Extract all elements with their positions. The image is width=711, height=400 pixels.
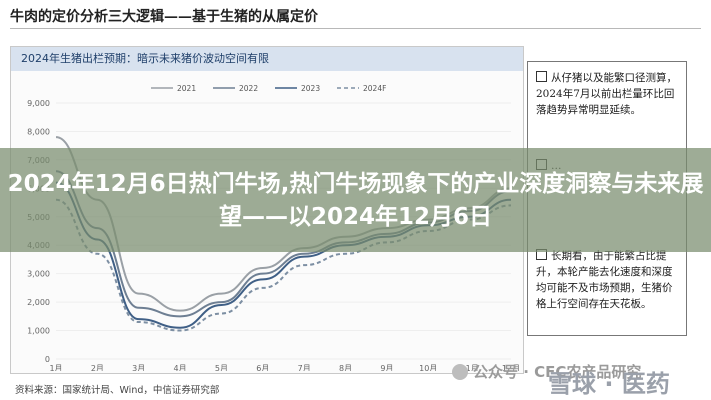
y-tick-label: 3,000 [27, 270, 50, 279]
wechat-icon [452, 364, 468, 380]
headline[interactable]: 2024年12月6日热门牛场,热门牛场现象下的产业深度洞察与未来展望——以202… [7, 171, 704, 230]
x-tick-label: 2月 [91, 364, 104, 371]
x-tick-label: 7月 [298, 364, 311, 371]
x-tick-label: 9月 [380, 364, 393, 371]
x-tick-label: 12月 [502, 364, 520, 371]
x-tick-label: 4月 [174, 364, 187, 371]
x-tick-label: 10月 [419, 364, 437, 371]
note-item: 长期看，由于能繁占比提升，本轮产能去化速度和深度均可能不及市场预期，生猪价格上行… [536, 248, 680, 312]
series-line [55, 198, 512, 332]
x-tick-label: 6月 [256, 364, 269, 371]
y-tick-label: 9,000 [27, 99, 50, 108]
watermark-text: 公众号 · CFC农产品研究 [473, 363, 642, 381]
checkbox-icon [536, 71, 547, 82]
x-tick-label: 8月 [339, 364, 352, 371]
legend-label: 2024F [363, 84, 386, 93]
y-tick-label: 8,000 [27, 127, 50, 136]
watermark: 公众号 · CFC农产品研究 [452, 361, 641, 382]
x-tick-label: 5月 [215, 364, 228, 371]
page-title: 牛肉的定价分析三大逻辑——基于生猪的从属定价 [10, 9, 318, 25]
legend-label: 2021 [177, 84, 196, 93]
legend-label: 2023 [301, 84, 320, 93]
watermark-logo: 雪球 · 医药 [548, 370, 670, 398]
x-tick-label: 1月 [49, 364, 62, 371]
note-text: 从仔猪以及能繁口径测算，2024年7月以前出栏量环比回落趋势异常明显延续。 [536, 72, 677, 116]
y-tick-label: 2,000 [27, 298, 50, 307]
note-item: 从仔猪以及能繁口径测算，2024年7月以前出栏量环比回落趋势异常明显延续。 [536, 70, 680, 118]
y-tick-label: 0 [45, 355, 50, 364]
x-tick-label: 11月 [461, 364, 479, 371]
x-tick-label: 3月 [132, 364, 145, 371]
chart-header: 2024年生猪出栏预期：暗示未来猪价波动空间有限 [11, 47, 523, 71]
note-text: 长期看，由于能繁占比提升，本轮产能去化速度和深度均可能不及市场预期，生猪价格上行… [536, 250, 673, 310]
source-note: 资料来源：国家统计局、Wind，中信证券研究部 [15, 385, 220, 396]
legend-label: 2022 [239, 84, 258, 93]
title-divider [10, 28, 701, 29]
headline-overlay [0, 148, 711, 252]
y-tick-label: 1,000 [27, 327, 50, 336]
